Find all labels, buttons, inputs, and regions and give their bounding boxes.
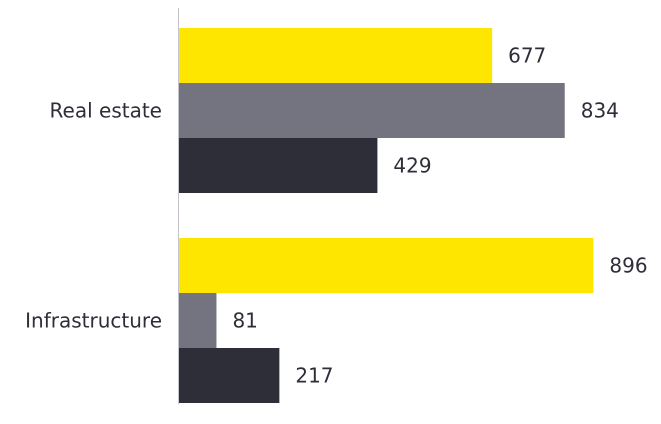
data-label-infrastructure-series-1: 896 (609, 254, 647, 278)
data-label-infrastructure-series-3: 217 (295, 364, 333, 388)
category-labels: Real estate Infrastructure (25, 99, 162, 333)
bar-real-estate-series-3 (179, 138, 378, 193)
data-label-real-estate-series-2: 834 (581, 99, 619, 123)
data-label-real-estate-series-1: 677 (508, 44, 546, 68)
data-labels-group: 677 834 429 896 81 217 (232, 44, 647, 388)
bar-infrastructure-series-3 (179, 348, 280, 403)
category-label-real-estate: Real estate (50, 99, 162, 123)
data-label-infrastructure-series-2: 81 (232, 309, 257, 333)
category-label-infrastructure: Infrastructure (25, 309, 162, 333)
data-label-real-estate-series-3: 429 (393, 154, 431, 178)
bars-group (179, 28, 594, 403)
bar-infrastructure-series-2 (179, 293, 217, 348)
bar-real-estate-series-1 (179, 28, 493, 83)
bar-infrastructure-series-1 (179, 238, 594, 293)
bar-real-estate-series-2 (179, 83, 565, 138)
